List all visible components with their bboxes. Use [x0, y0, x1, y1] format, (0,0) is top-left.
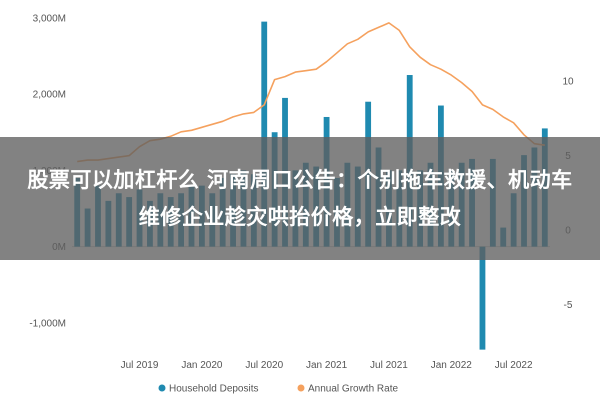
x-tick-label: Jul 2019: [121, 360, 159, 371]
x-axis: Jul 2019 Jan 2020 Jul 2020 Jan 2021 Jul 2021…: [121, 360, 533, 371]
legend-marker-household-deposits: [158, 384, 166, 392]
legend-marker-annual-growth-rate: [297, 384, 305, 392]
legend-label-household-deposits: Household Deposits: [169, 384, 259, 395]
left-tick-label: 2,000M: [33, 90, 66, 101]
bar-household-deposits: [479, 246, 486, 350]
left-tick-label: -1,000M: [29, 318, 66, 329]
headline-banner: 股票可以加杠杆么 河南周口公告：个别拖车救援、机动车维修企业趁灾哄抬价格，立即整…: [0, 137, 600, 260]
x-tick-label: Jan 2020: [181, 360, 223, 371]
legend-label-annual-growth-rate: Annual Growth Rate: [308, 384, 398, 395]
bar-household-deposits: [261, 21, 268, 247]
headline-text: 股票可以加杠杆么 河南周口公告：个别拖车救援、机动车维修企业趁灾哄抬价格，立即整…: [27, 167, 573, 229]
x-tick-label: Jul 2020: [245, 360, 283, 371]
x-tick-label: Jan 2022: [431, 360, 473, 371]
right-tick-label: -5: [564, 300, 573, 311]
x-tick-label: Jul 2021: [370, 360, 408, 371]
x-tick-label: Jan 2021: [306, 360, 348, 371]
right-tick-label: 10: [562, 77, 574, 88]
x-tick-label: Jul 2022: [495, 360, 533, 371]
left-tick-label: 3,000M: [33, 13, 66, 24]
legend: Household Deposits Annual Growth Rate: [158, 384, 398, 395]
